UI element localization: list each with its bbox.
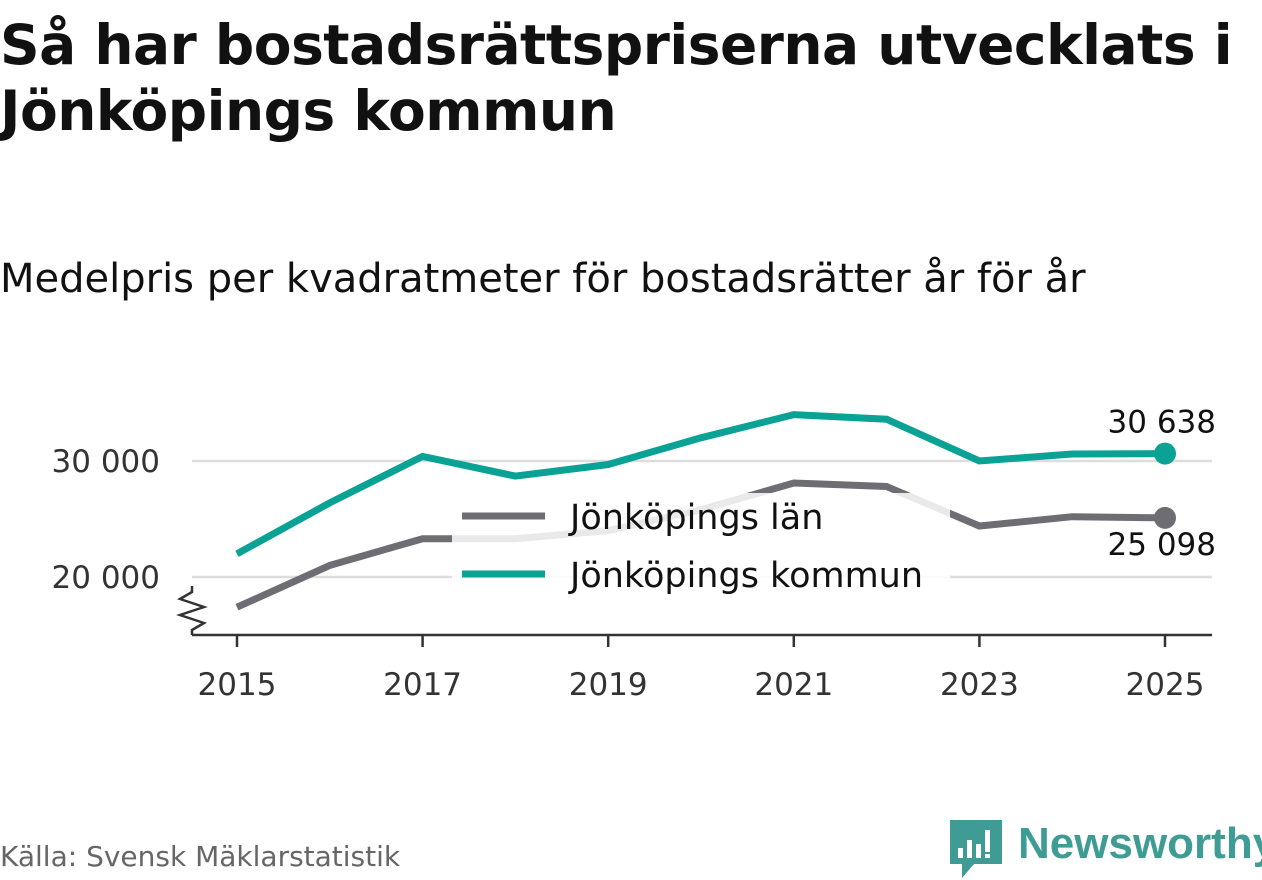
x-tick-label: 2019 — [569, 667, 648, 703]
legend-label: Jönköpings län — [568, 498, 823, 538]
series-end-point — [1154, 442, 1176, 465]
x-tick-label: 2023 — [940, 667, 1019, 703]
page-title: Så har bostadsrättspriserna utvecklats i… — [0, 13, 1233, 143]
x-tick-label: 2017 — [383, 667, 462, 703]
x-tick-label: 2015 — [198, 667, 277, 703]
newsworthy-logo-icon — [950, 820, 1002, 878]
chart-subtitle: Medelpris per kvadratmeter för bostadsrä… — [0, 256, 1086, 302]
x-tick-label: 2021 — [754, 667, 833, 703]
series-end-label: 30 638 — [1108, 405, 1216, 441]
series-line-kommun — [235, 411, 1166, 557]
y-axis-break-marker — [176, 586, 208, 635]
legend-background — [452, 493, 950, 601]
series-end-label: 25 098 — [1108, 527, 1216, 563]
legend-label: Jönköpings kommun — [568, 556, 923, 596]
newsworthy-logo[interactable]: Newsworthy — [950, 820, 1262, 880]
x-tick-label: 2025 — [1126, 667, 1205, 703]
y-tick-label: 30 000 — [52, 444, 160, 480]
series-end-point — [1154, 506, 1176, 529]
y-tick-label: 20 000 — [52, 560, 160, 596]
source-note: Källa: Svensk Mäklarstatistik — [0, 840, 401, 873]
brand-name: Newsworthy — [1018, 819, 1262, 868]
